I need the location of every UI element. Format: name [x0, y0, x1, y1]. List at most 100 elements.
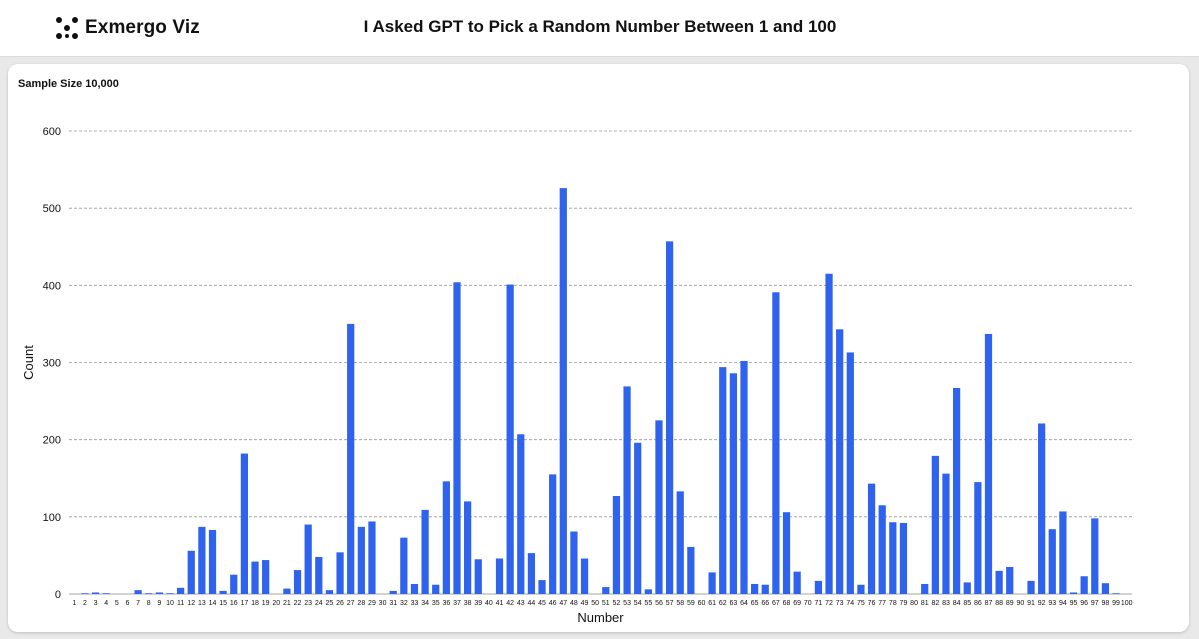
x-tick-label: 24	[315, 600, 323, 607]
x-tick-label: 81	[921, 600, 929, 607]
y-tick-label: 600	[43, 126, 61, 138]
bar	[984, 333, 993, 594]
x-tick-label: 77	[878, 600, 886, 607]
y-tick-label: 300	[43, 358, 61, 370]
bar	[793, 571, 801, 594]
x-tick-label: 23	[304, 600, 312, 607]
logo[interactable]: Exmergo Viz	[56, 15, 200, 41]
bar	[899, 523, 908, 594]
x-tick-label: 14	[209, 600, 217, 607]
bar	[729, 373, 737, 594]
x-tick-label: 70	[804, 600, 812, 607]
x-tick-label: 75	[857, 600, 865, 607]
x-tick-label: 55	[644, 600, 652, 607]
bar	[889, 522, 897, 594]
x-tick-label: 96	[1080, 600, 1088, 607]
x-tick-label: 33	[411, 600, 419, 607]
bar	[538, 580, 546, 594]
bar	[474, 559, 482, 594]
bar	[931, 455, 939, 594]
bar	[740, 360, 748, 594]
bar	[995, 570, 1003, 594]
x-tick-label: 74	[846, 600, 854, 607]
x-tick-label: 5	[115, 600, 119, 607]
x-tick-label: 88	[995, 600, 1003, 607]
x-tick-label: 68	[783, 600, 791, 607]
bar	[357, 526, 365, 594]
x-tick-label: 97	[1091, 600, 1099, 607]
x-tick-label: 62	[719, 600, 727, 607]
bar	[145, 593, 153, 594]
x-tick-label: 18	[251, 600, 259, 607]
x-tick-label: 35	[432, 600, 440, 607]
bar	[464, 501, 472, 594]
bar	[283, 588, 291, 594]
bar	[634, 442, 642, 594]
bar	[177, 587, 185, 594]
bar	[687, 546, 695, 594]
bar	[517, 434, 525, 594]
bar	[134, 590, 142, 594]
x-tick-label: 22	[294, 600, 302, 607]
bar	[549, 474, 557, 594]
x-tick-label: 73	[836, 600, 844, 607]
bar	[251, 561, 259, 594]
bar	[708, 572, 716, 594]
bar	[368, 521, 376, 594]
x-tick-label: 82	[931, 600, 939, 607]
x-tick-label: 79	[900, 600, 908, 607]
bar	[1091, 518, 1099, 594]
bar	[198, 526, 206, 594]
bar	[91, 592, 100, 594]
x-tick-label: 94	[1059, 600, 1067, 607]
x-tick-label: 34	[421, 600, 429, 607]
x-tick-label: 16	[230, 600, 238, 607]
bar	[952, 387, 961, 594]
x-tick-label: 57	[666, 600, 674, 607]
x-tick-label: 28	[357, 600, 365, 607]
x-tick-label: 86	[974, 600, 982, 607]
x-tick-label: 69	[793, 600, 801, 607]
x-tick-label: 56	[655, 600, 663, 607]
x-tick-label: 17	[240, 600, 248, 607]
y-tick-label: 400	[43, 280, 61, 292]
y-tick-label: 500	[43, 203, 61, 215]
sample-size-label: Sample Size 10,000	[18, 78, 119, 90]
x-tick-label: 45	[538, 600, 546, 607]
x-tick-label: 48	[570, 600, 578, 607]
bar	[1027, 580, 1035, 594]
bar	[453, 282, 461, 594]
bar	[208, 529, 217, 594]
bar	[230, 574, 238, 594]
x-tick-label: 31	[389, 600, 397, 607]
x-tick-label: 71	[815, 600, 823, 607]
bar	[1080, 576, 1088, 594]
bar	[921, 583, 929, 594]
bar	[421, 509, 429, 594]
x-axis-title: Number	[577, 610, 624, 625]
bar	[219, 590, 227, 594]
x-tick-label: 53	[623, 600, 631, 607]
bar	[1112, 593, 1120, 594]
x-tick-label: 15	[219, 600, 227, 607]
bar	[602, 587, 610, 594]
x-tick-label: 51	[602, 600, 610, 607]
x-tick-label: 4	[104, 600, 108, 607]
x-tick-label: 46	[549, 600, 557, 607]
bar	[155, 592, 163, 594]
bar	[974, 482, 982, 594]
bar	[1059, 511, 1067, 594]
y-tick-label: 100	[43, 512, 61, 524]
bar	[325, 590, 334, 594]
bar	[942, 473, 950, 594]
bar	[814, 580, 823, 594]
bar	[81, 593, 89, 594]
x-tick-label: 44	[528, 600, 536, 607]
x-tick-label: 80	[910, 600, 918, 607]
bar	[963, 582, 971, 594]
bar	[389, 590, 397, 594]
bar	[825, 273, 833, 594]
x-tick-label: 38	[464, 600, 472, 607]
x-tick-label: 11	[177, 600, 184, 607]
bar	[878, 505, 886, 594]
